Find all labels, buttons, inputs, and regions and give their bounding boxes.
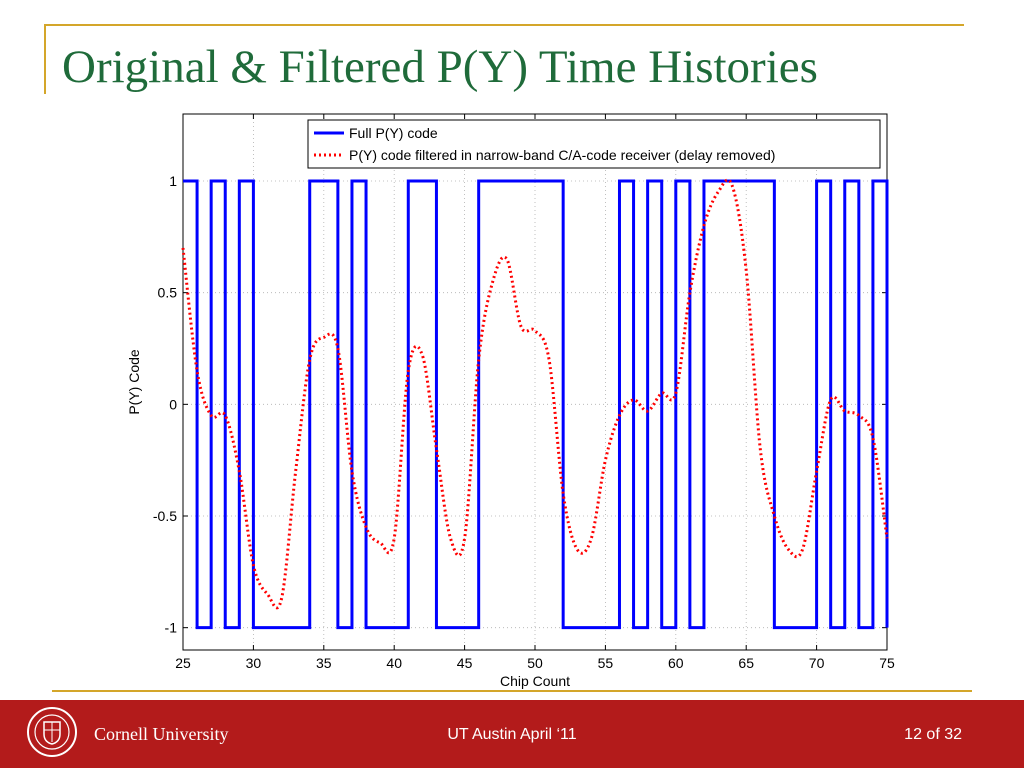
footer-bar: Cornell University UT Austin April ‘11 1… — [0, 700, 1024, 768]
y-tick-label: -0.5 — [153, 508, 177, 524]
x-tick-label: 55 — [598, 655, 614, 671]
top-accent-line — [44, 24, 964, 26]
slide-title: Original & Filtered P(Y) Time Histories — [62, 41, 818, 93]
footer-separator — [52, 690, 972, 692]
y-axis-label: P(Y) Code — [126, 349, 142, 415]
x-tick-label: 75 — [879, 655, 895, 671]
footer-page-number: 12 of 32 — [904, 726, 962, 743]
grid — [182, 114, 888, 650]
x-tick-label: 70 — [809, 655, 825, 671]
series-filtered-line — [181, 178, 889, 610]
y-tick-label: -1 — [165, 620, 178, 636]
legend-box — [307, 119, 881, 169]
y-tick-label: 1 — [169, 173, 177, 189]
y-tick-label: 0 — [169, 396, 177, 412]
university-seal-icon — [27, 707, 77, 757]
ticks: 25 30 35 40 45 50 55 60 65 70 75 1 0.5 0 -0.5 -1 — [153, 114, 895, 671]
left-accent-line — [44, 24, 46, 94]
legend-entry-full: Full P(Y) code — [349, 125, 438, 141]
x-tick-label: 35 — [316, 655, 332, 671]
x-axis-label: Chip Count — [500, 673, 570, 689]
x-tick-label: 50 — [527, 655, 543, 671]
footer-event: UT Austin April ‘11 — [447, 726, 577, 743]
x-tick-label: 25 — [175, 655, 191, 671]
x-tick-label: 40 — [386, 655, 402, 671]
x-tick-label: 30 — [246, 655, 262, 671]
x-tick-label: 60 — [668, 655, 684, 671]
x-tick-label: 65 — [738, 655, 754, 671]
y-tick-label: 0.5 — [158, 285, 178, 301]
series-full-line — [183, 179, 889, 630]
series — [181, 178, 889, 630]
x-tick-label: 45 — [457, 655, 473, 671]
footer-organization: Cornell University — [94, 724, 229, 744]
chart: 25 30 35 40 45 50 55 60 65 70 75 1 0.5 0 -0.5 -1 Chip C… — [126, 113, 895, 689]
legend-entry-filtered: P(Y) code filtered in narrow-band C/A-co… — [349, 147, 775, 163]
legend: Full P(Y) code P(Y) code filtered in nar… — [307, 119, 881, 169]
